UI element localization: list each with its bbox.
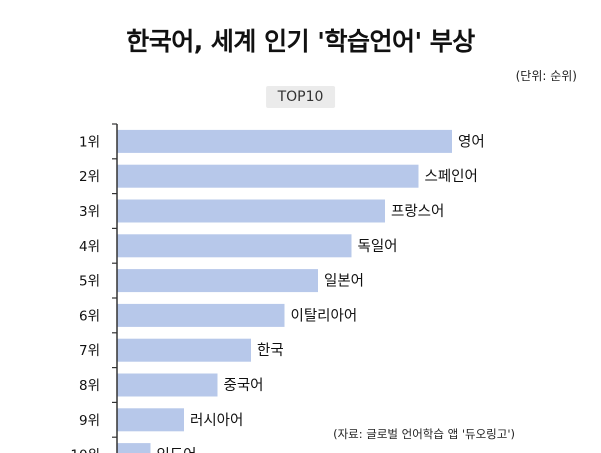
category-label-6: 이탈리아어 xyxy=(291,307,358,324)
bar-2 xyxy=(117,164,419,188)
bar-3 xyxy=(117,199,385,223)
chart-title: 한국어, 세계 인기 '학습언어' 부상 xyxy=(126,27,475,56)
bar-5 xyxy=(117,269,318,293)
rank-label-7: 7위 xyxy=(79,343,100,359)
bar-9 xyxy=(117,408,184,432)
rank-label-2: 2위 xyxy=(79,169,100,185)
category-label-2: 스페인어 xyxy=(425,168,478,185)
category-label-9: 러시아어 xyxy=(190,412,243,429)
source-note: (자료: 글로벌 언어학습 앱 '듀오링고') xyxy=(333,427,515,441)
category-label-4: 독일어 xyxy=(358,238,398,255)
category-label-8: 중국어 xyxy=(224,377,264,394)
category-label-3: 프랑스어 xyxy=(391,203,444,220)
bar-6 xyxy=(117,303,285,327)
category-label-7: 한국 xyxy=(257,342,284,359)
rank-label-6: 6위 xyxy=(79,308,100,324)
rank-label-9: 9위 xyxy=(79,413,100,429)
category-label-5: 일본어 xyxy=(324,273,364,290)
rank-label-5: 5위 xyxy=(79,274,100,290)
rank-label-10: 10위 xyxy=(70,448,100,453)
bar-8 xyxy=(117,373,218,397)
rank-label-4: 4위 xyxy=(79,239,100,255)
category-label-1: 영어 xyxy=(458,133,485,150)
bar-10 xyxy=(117,443,151,453)
rank-label-8: 8위 xyxy=(79,378,100,394)
rank-label-3: 3위 xyxy=(79,204,100,220)
rank-label-1: 1위 xyxy=(79,134,100,150)
unit-label: (단위: 순위) xyxy=(515,69,577,83)
bar-4 xyxy=(117,234,352,258)
category-label-10: 인도어 xyxy=(157,447,197,453)
bar-7 xyxy=(117,338,251,362)
bar-1 xyxy=(117,129,452,153)
chart-subtitle: TOP10 xyxy=(265,86,336,108)
